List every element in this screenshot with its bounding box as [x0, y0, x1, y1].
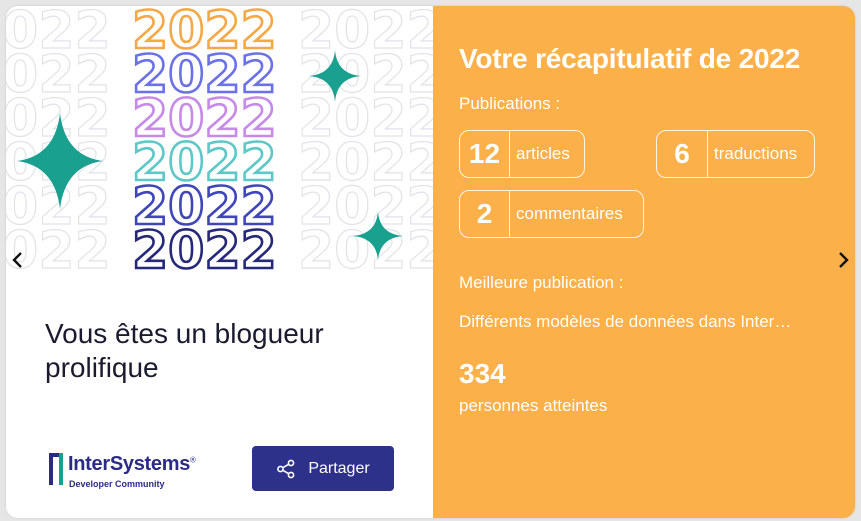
publications-label: Publications :: [459, 94, 561, 113]
intersystems-logo: InterSystems® Developer Community: [48, 449, 218, 491]
recap-panel: Votre récapitulatif de 2022 Publications…: [433, 6, 855, 518]
stat-comments: 2 commentaires: [459, 190, 644, 238]
chevron-left-icon: [12, 252, 22, 268]
stat-translations-value: 6: [657, 131, 708, 177]
ghost-year-text: 2022: [298, 177, 433, 237]
chevron-right-icon: [839, 252, 849, 268]
best-publication-label: Meilleure publication :: [459, 273, 624, 292]
logo-registered-mark: ®: [190, 455, 196, 465]
stat-comments-label: commentaires: [516, 204, 623, 223]
ghost-year-text: 2022: [298, 221, 433, 281]
stat-translations: 6 traductions: [656, 130, 815, 178]
previous-slide-button[interactable]: [6, 248, 30, 272]
share-button-label: Partager: [308, 459, 370, 477]
ghost-year-text: 2022: [298, 89, 433, 149]
stat-comments-value: 2: [460, 191, 510, 237]
logo-name: InterSystems®: [68, 453, 196, 475]
ghost-year-text: 2022: [298, 6, 433, 61]
year-text: 2022: [132, 221, 277, 281]
stat-translations-label: traductions: [714, 144, 798, 163]
left-panel: 2022202220222022202220222022202220222022…: [6, 6, 433, 518]
year-text: 2022: [132, 133, 277, 193]
ghost-year-text: 2022: [298, 133, 433, 193]
year-artwork: 2022202220222022202220222022202220222022…: [6, 6, 433, 282]
sparkle-large-icon: [17, 113, 103, 209]
recap-card: 2022202220222022202220222022202220222022…: [6, 6, 855, 518]
stat-articles-label: articles: [516, 144, 570, 163]
share-icon: [277, 459, 295, 478]
year-text: 2022: [132, 89, 277, 149]
reach-count: 334: [459, 358, 506, 389]
logo-subtitle: Developer Community: [69, 479, 165, 489]
sparkle-bottom-icon: [353, 212, 403, 260]
intersystems-mark-icon: [49, 453, 63, 485]
share-button[interactable]: Partager: [252, 446, 394, 491]
headline: Vous êtes un blogueur prolifique: [45, 318, 324, 383]
year-text: 2022: [132, 177, 277, 237]
ghost-year-text: 2022: [6, 221, 111, 281]
recap-title: Votre récapitulatif de 2022: [459, 43, 801, 74]
ghost-year-text: 2022: [6, 6, 111, 61]
best-publication-link[interactable]: Différents modèles de données dans Inter…: [459, 312, 792, 331]
ghost-year-text: 2022: [6, 45, 111, 105]
next-slide-button[interactable]: [831, 248, 855, 272]
year-text: 2022: [132, 45, 277, 105]
stat-articles-value: 12: [460, 131, 510, 177]
year-text: 2022: [132, 6, 277, 61]
sparkle-top-icon: [309, 50, 361, 102]
reach-label: personnes atteintes: [459, 396, 608, 415]
stat-articles: 12 articles: [459, 130, 585, 178]
